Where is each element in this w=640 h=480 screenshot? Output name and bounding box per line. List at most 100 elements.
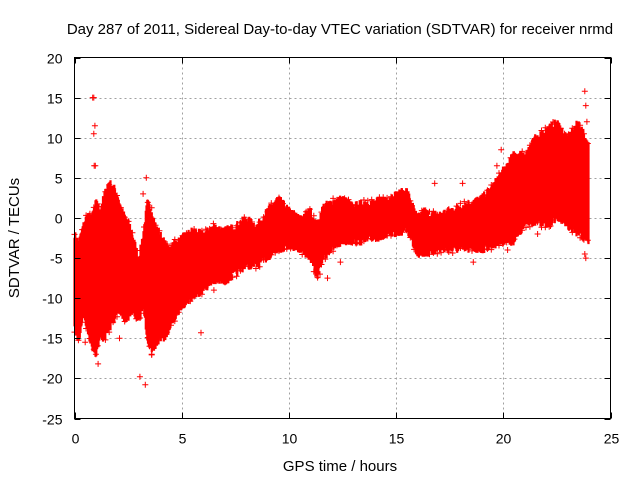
series-edge-point — [102, 188, 109, 195]
outlier-point — [92, 162, 99, 169]
series-edge-point — [299, 251, 306, 258]
outlier-point — [324, 275, 331, 282]
series-edge-point — [434, 211, 441, 218]
series-edge-point — [523, 224, 529, 231]
series-edge-point — [256, 263, 263, 270]
series-edge-point — [133, 315, 140, 322]
series-edge-point — [168, 322, 174, 329]
series-edge-point — [550, 119, 556, 125]
y-tick-label: -15 — [42, 331, 62, 347]
series-edge-point — [183, 230, 190, 237]
series-edge-point — [333, 242, 340, 249]
series-edge-point — [279, 200, 286, 207]
outlier-point — [431, 180, 438, 187]
series-edge-point — [249, 262, 255, 269]
series-edge-point — [530, 218, 537, 225]
series-edge-point — [442, 246, 448, 253]
outlier-point — [504, 247, 511, 253]
y-tick-label: 20 — [47, 51, 63, 67]
series-edge-point — [438, 249, 445, 256]
outlier-point — [143, 174, 150, 181]
series-edge-point — [121, 318, 128, 325]
outlier-point — [317, 271, 323, 278]
series-edge-point — [114, 192, 120, 199]
series-edge-point — [291, 210, 298, 217]
series-edge-point — [310, 212, 317, 219]
series-edge-point — [144, 199, 151, 206]
series-edge-point — [75, 241, 82, 247]
series-edge-point — [360, 197, 367, 203]
series-edge-point — [526, 223, 533, 230]
series-edge-point — [499, 241, 506, 247]
series-edge-point — [330, 195, 337, 202]
x-tick-label: 5 — [179, 431, 187, 447]
series-edge-point — [333, 196, 340, 203]
series-edge-point — [179, 301, 186, 307]
series-edge-point — [198, 291, 205, 298]
series-edge-point — [117, 310, 124, 317]
series-edge-point — [557, 125, 564, 132]
outlier-point — [498, 146, 505, 153]
outlier-point — [547, 223, 554, 229]
outlier-point — [337, 259, 344, 266]
series-edge-point — [287, 245, 294, 252]
series-edge-point — [164, 241, 171, 248]
outlier-point — [582, 255, 589, 262]
series-edge-point — [461, 198, 468, 205]
series-edge-point — [233, 273, 240, 280]
series-edge-point — [584, 140, 591, 147]
series-edge-point — [287, 211, 294, 218]
series-edge-point — [279, 246, 286, 253]
series-edge-point — [507, 154, 514, 161]
series-edge-point — [573, 229, 580, 236]
series-edge-point — [210, 220, 217, 227]
series-edge-point — [395, 193, 402, 200]
outlier-point — [116, 335, 123, 342]
series-edge-point — [418, 248, 425, 255]
series-edge-point — [218, 277, 225, 284]
series-edge-point — [372, 236, 379, 242]
series-edge-point — [141, 224, 147, 230]
series-edge-point — [492, 241, 499, 247]
series-edge-point — [326, 202, 333, 209]
x-tick-labels: 0 5 10 15 20 25 — [72, 431, 620, 447]
series-edge-point — [357, 239, 364, 246]
series-edge-point — [561, 130, 568, 137]
outlier-point — [581, 251, 588, 257]
series-edge-point — [191, 293, 198, 300]
outlier-point — [541, 214, 547, 221]
series-edge-point — [252, 265, 259, 272]
series-edge-point — [453, 244, 460, 250]
x-tick-label: 20 — [496, 431, 512, 447]
series-edge-point — [110, 185, 117, 192]
series-edge-point — [453, 203, 460, 210]
series-edge-point — [407, 197, 414, 204]
series-edge-point — [237, 219, 244, 226]
series-edge-point — [106, 181, 113, 188]
y-tick-label: -10 — [42, 291, 62, 307]
series-edge-point — [256, 219, 263, 226]
series-edge-point — [295, 243, 302, 250]
series-edge-point — [484, 246, 491, 252]
series-edge-point — [430, 208, 437, 215]
plot-frame — [74, 57, 611, 419]
y-tick-label: 0 — [55, 211, 63, 227]
outlier-point — [90, 94, 97, 101]
series-edge-point — [511, 236, 518, 243]
series-edge-point — [503, 239, 510, 246]
series-edge-point — [314, 274, 321, 281]
series-band — [73, 119, 590, 357]
series-edge-point — [129, 229, 136, 236]
series-edge-point — [565, 220, 572, 227]
series-edge-point — [148, 204, 155, 211]
x-tick-label: 0 — [72, 431, 80, 447]
series-edge-point — [376, 233, 383, 240]
y-axis-label: SDTVAR / TECUs — [6, 178, 23, 298]
series-edge-point — [480, 192, 487, 199]
series-edge-point — [337, 197, 344, 204]
series-edge-point — [144, 334, 151, 341]
series-edge-point — [411, 208, 418, 215]
series-edge-point — [445, 249, 452, 255]
series-edge-point — [457, 200, 464, 207]
